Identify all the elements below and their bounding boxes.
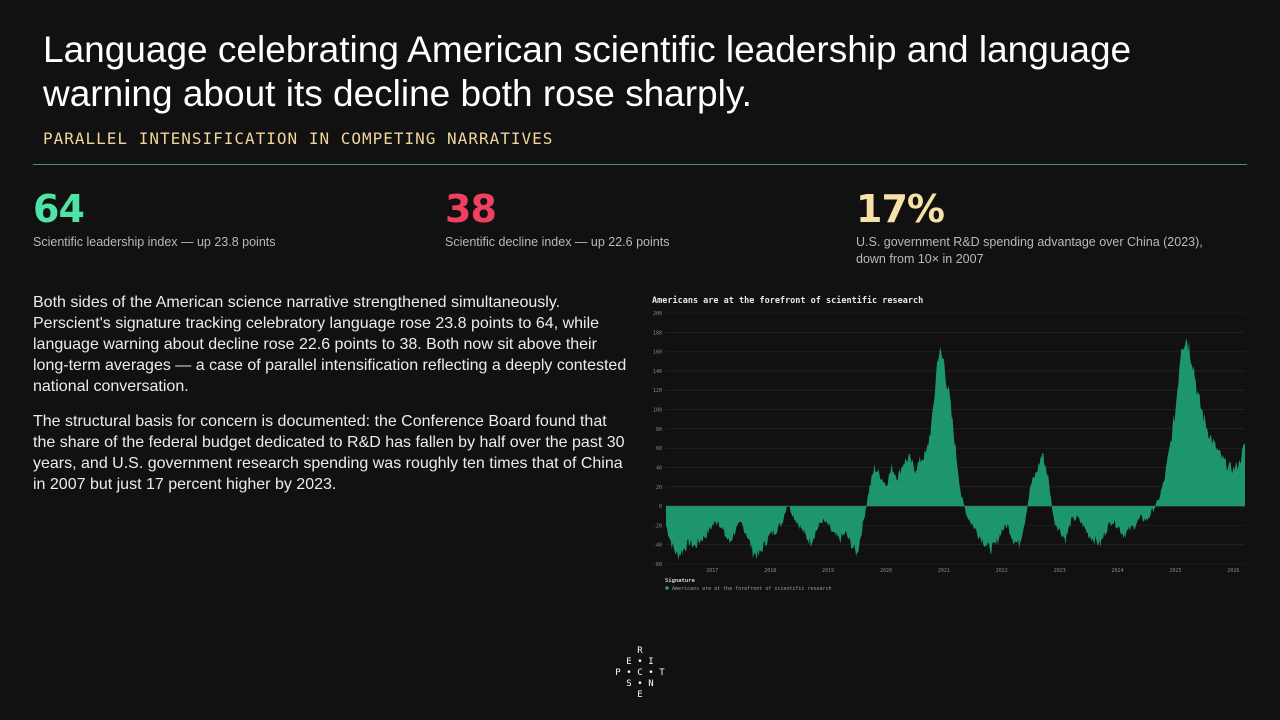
x-tick-label: 2020 [880, 568, 892, 574]
legend-title: Signature [665, 578, 695, 584]
y-tick-label: 0 [659, 504, 662, 510]
legend-swatch [665, 586, 669, 590]
logo-letter: E [637, 690, 643, 700]
x-tick-label: 2018 [764, 568, 776, 574]
logo-letter: C [637, 668, 643, 678]
logo-letter: P [615, 668, 621, 678]
x-tick-label: 2022 [996, 568, 1008, 574]
y-tick-label: 140 [653, 369, 662, 375]
logo-dot: • [626, 668, 632, 678]
y-tick-label: 160 [653, 350, 662, 356]
logo-letter: N [648, 679, 654, 689]
y-tick-label: 40 [656, 465, 662, 471]
area-chart: Americans are at the forefront of scient… [652, 295, 1245, 592]
y-tick-label: 180 [653, 330, 662, 336]
series-area [666, 338, 1245, 561]
legend-label: Americans are at the forefront of scient… [672, 586, 832, 592]
kpi-rd-spending: 17% U.S. government R&D spending advanta… [856, 186, 1236, 268]
y-tick-label: 80 [656, 427, 662, 433]
y-tick-label: -20 [653, 523, 662, 529]
y-tick-label: 120 [653, 388, 662, 394]
kpi-decline: 38 Scientific decline index — up 22.6 po… [445, 186, 825, 251]
perscient-logo: R E I P C T S N E • • • • [612, 646, 668, 702]
body-paragraph-2: The structural basis for concern is docu… [33, 413, 625, 493]
logo-letter: S [626, 679, 632, 689]
y-tick-label: 100 [653, 408, 662, 414]
logo-letter: I [648, 657, 654, 667]
page-title: Language celebrating American scientific… [43, 29, 1132, 114]
y-tick-label: -40 [653, 543, 662, 549]
x-tick-label: 2023 [1054, 568, 1066, 574]
chart-title: Americans are at the forefront of scient… [652, 295, 923, 306]
x-tick-label: 2025 [1169, 568, 1181, 574]
body-text: Both sides of the American science narra… [33, 292, 633, 509]
y-tick-label: 60 [656, 446, 662, 452]
y-tick-label: -60 [653, 562, 662, 568]
x-tick-label: 2021 [938, 568, 950, 574]
y-tick-label: 200 [653, 311, 662, 317]
logo-letter: E [626, 657, 632, 667]
kpi-value: 64 [33, 187, 85, 231]
kpi-leadership: 64 Scientific leadership index — up 23.8… [33, 186, 413, 251]
logo-letter: T [659, 668, 665, 678]
logo-dot: • [648, 668, 654, 678]
kpi-value: 38 [445, 187, 497, 231]
header-divider [33, 164, 1247, 165]
y-axis: -60 -40 -20 0 20 40 60 80 100 120 140 160 180 200 [653, 311, 662, 568]
logo-dot: • [637, 657, 643, 667]
x-tick-label: 2024 [1112, 568, 1124, 574]
x-tick-label: 2019 [822, 568, 834, 574]
kpi-value: 17% [856, 187, 945, 231]
logo-dot: • [637, 679, 643, 689]
y-tick-label: 20 [656, 485, 662, 491]
logo-letter: R [637, 646, 643, 656]
x-tick-label: 2026 [1227, 568, 1239, 574]
x-tick-label: 2017 [706, 568, 718, 574]
kpi-description: Scientific decline index — up 22.6 point… [445, 235, 670, 249]
kpi-description: U.S. government R&D spending advantage o… [856, 235, 1203, 266]
x-axis: 2017 2018 2019 2020 2021 2022 2023 2024 2025 2026 [706, 568, 1239, 574]
body-paragraph-1: Both sides of the American science narra… [33, 294, 627, 395]
kpi-description: Scientific leadership index — up 23.8 po… [33, 235, 276, 249]
page-subtitle: PARALLEL INTENSIFICATION IN COMPETING NA… [43, 129, 554, 148]
